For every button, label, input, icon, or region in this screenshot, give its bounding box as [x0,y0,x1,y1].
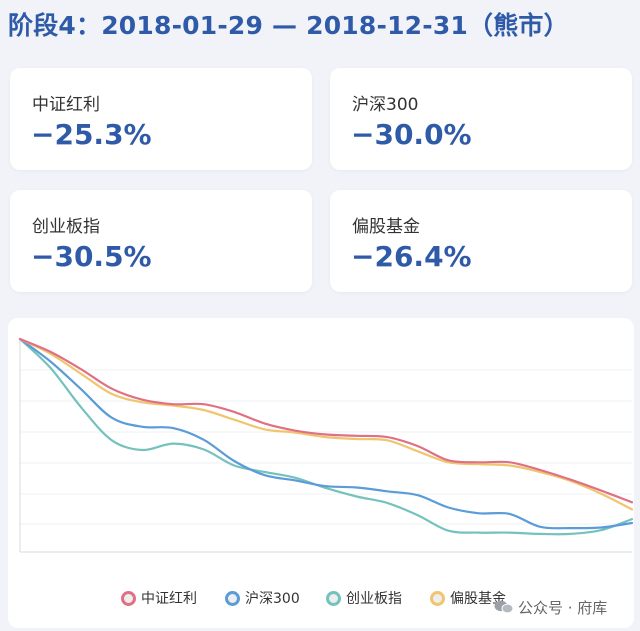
stat-card-equity-fund: 偏股基金 −26.4% [330,190,632,292]
watermark-text: 公众号 · 府库 [518,598,608,617]
legend-label: 沪深300 [245,591,300,607]
stat-card-dividend: 中证红利 −25.3% [10,68,312,170]
stat-card-value: −30.0% [351,118,472,151]
legend-item[interactable]: 中证红利 [121,588,197,608]
legend-label: 创业板指 [346,591,402,607]
page-title: 阶段4：2018-01-29 — 2018-12-31（熊市） [8,11,569,40]
stat-card-chinext: 创业板指 −30.5% [10,190,312,292]
legend-swatch-icon [121,590,136,606]
series-line-3 [18,337,634,511]
legend-label: 偏股基金 [450,591,506,607]
stat-card-label: 沪深300 [352,95,419,115]
stat-card-value: −30.5% [31,240,152,273]
legend-label: 中证红利 [141,591,197,607]
chart-legend: 中证红利 沪深300 创业板指 偏股基金 [0,588,640,608]
stat-card-label: 创业板指 [32,217,100,237]
stat-card-csi300: 沪深300 −30.0% [330,68,632,170]
legend-swatch-icon [225,590,240,606]
stat-card-value: −25.3% [31,118,152,151]
series-line-0 [18,337,634,504]
legend-item[interactable]: 创业板指 [326,588,402,608]
chart-panel [8,318,634,628]
stat-card-value: −26.4% [351,240,472,273]
wechat-icon [494,600,514,614]
stat-card-label: 偏股基金 [352,217,420,237]
watermark: 公众号 · 府库 [494,597,607,617]
legend-item[interactable]: 沪深300 [225,588,300,608]
line-chart [18,337,634,553]
stat-card-label: 中证红利 [32,95,100,115]
series-line-2 [18,337,634,536]
series-line-1 [18,337,634,530]
legend-swatch-icon [326,590,341,606]
legend-item[interactable]: 偏股基金 [430,588,506,608]
legend-swatch-icon [430,590,445,606]
